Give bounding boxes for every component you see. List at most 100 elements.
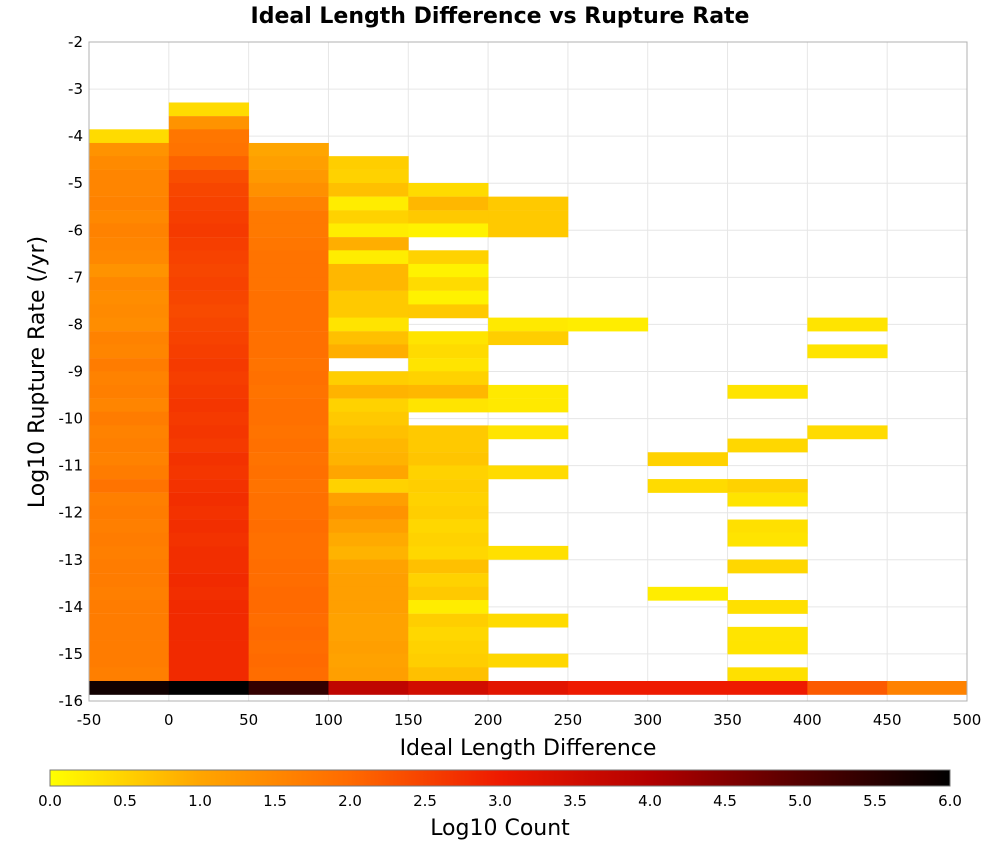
heatmap-cell	[488, 653, 569, 668]
heatmap-cell	[89, 237, 170, 251]
colorbar-tick-label: 0.0	[38, 792, 62, 810]
heatmap-cell	[488, 210, 569, 225]
heatmap-cell	[89, 344, 170, 359]
heatmap-cell	[328, 680, 409, 695]
y-tick-label: -16	[59, 692, 84, 710]
heatmap-cell	[408, 479, 489, 493]
heatmap-cell	[89, 129, 170, 144]
heatmap-cell	[408, 626, 489, 641]
heatmap-cell	[89, 182, 170, 197]
heatmap-cell	[168, 317, 250, 332]
heatmap-cell	[248, 384, 329, 399]
heatmap-cell	[248, 425, 329, 440]
heatmap-cell	[168, 479, 250, 493]
heatmap-cell	[248, 505, 329, 520]
chart-title: Ideal Length Difference vs Rupture Rate	[251, 4, 750, 29]
heatmap-cell	[727, 559, 808, 574]
colorbar-tick-label: 6.0	[938, 792, 962, 810]
heatmap-cell	[89, 277, 170, 291]
x-tick-label: 300	[633, 711, 662, 729]
heatmap-cell	[248, 411, 329, 426]
heatmap-cell	[248, 156, 329, 170]
heatmap-cell	[248, 626, 329, 641]
colorbar-tick-label: 3.0	[488, 792, 512, 810]
heatmap-cells	[89, 102, 968, 695]
heatmap-cell	[248, 169, 329, 184]
heatmap-cell	[168, 667, 250, 682]
heatmap-cell	[328, 586, 409, 601]
heatmap-cell	[328, 600, 409, 614]
heatmap-cell	[89, 384, 170, 399]
heatmap-cell	[488, 331, 569, 346]
colorbar-tick-label: 2.0	[338, 792, 362, 810]
heatmap-cell	[168, 532, 250, 547]
heatmap-cell	[408, 586, 489, 601]
heatmap-cell	[168, 237, 250, 251]
heatmap-cell	[248, 196, 329, 211]
heatmap-cell	[647, 452, 728, 467]
heatmap-cell	[488, 425, 569, 440]
heatmap-cell	[408, 573, 489, 588]
heatmap-cell	[89, 452, 170, 467]
heatmap-cell	[168, 519, 250, 534]
heatmap-cell	[807, 317, 888, 332]
heatmap-cell	[408, 600, 489, 614]
heatmap-cell	[168, 358, 250, 372]
y-axis-label: Log10 Rupture Rate (/yr)	[25, 236, 50, 508]
heatmap-cell	[807, 425, 888, 440]
heatmap-cell	[408, 425, 489, 440]
heatmap-cell	[328, 492, 409, 507]
heatmap-cell	[89, 169, 170, 184]
heatmap-cell	[408, 290, 489, 305]
heatmap-cell	[328, 156, 409, 170]
heatmap-cell	[89, 626, 170, 641]
x-axis-label: Ideal Length Difference	[400, 736, 657, 761]
heatmap-cell	[727, 532, 808, 547]
heatmap-cell	[328, 559, 409, 574]
heatmap-cell	[89, 559, 170, 574]
colorbar-tick-label: 4.0	[638, 792, 662, 810]
heatmap-cell	[328, 667, 409, 682]
heatmap-cell	[248, 573, 329, 588]
colorbar	[49, 769, 951, 787]
heatmap-cell	[168, 438, 250, 453]
heatmap-cell	[647, 479, 728, 493]
heatmap-cell	[248, 640, 329, 655]
colorbar-tick-label: 4.5	[713, 792, 737, 810]
heatmap-cell	[408, 371, 489, 386]
heatmap-cell	[168, 290, 250, 305]
y-tick-label: -15	[59, 645, 84, 663]
heatmap-cell	[248, 344, 329, 359]
heatmap-cell	[168, 411, 250, 426]
heatmap-cell	[328, 546, 409, 561]
heatmap-cell	[89, 653, 170, 668]
colorbar-tick-label: 2.5	[413, 792, 437, 810]
heatmap-cell	[89, 532, 170, 547]
heatmap-cell	[168, 250, 250, 265]
heatmap-cell	[248, 613, 329, 628]
x-tick-label: 50	[239, 711, 258, 729]
heatmap-cell	[408, 613, 489, 628]
heatmap-cell	[807, 680, 888, 695]
heatmap-cell	[328, 425, 409, 440]
heatmap-cell	[89, 331, 170, 346]
heatmap-cell	[408, 465, 489, 480]
heatmap-cell	[328, 277, 409, 291]
heatmap-cell	[727, 600, 808, 614]
heatmap-cell	[248, 331, 329, 346]
x-tick-label: 200	[474, 711, 503, 729]
heatmap-cell	[89, 667, 170, 682]
heatmap-cell	[89, 250, 170, 265]
heatmap-cell	[89, 210, 170, 225]
heatmap-cell	[248, 438, 329, 453]
heatmap-cell	[248, 398, 329, 413]
heatmap-cell	[248, 317, 329, 332]
heatmap-cell	[248, 371, 329, 386]
heatmap-cell	[408, 223, 489, 238]
y-tick-label: -6	[68, 221, 83, 239]
y-tick-label: -3	[68, 80, 83, 98]
heatmap-cell	[168, 129, 250, 144]
heatmap-cell	[408, 344, 489, 359]
heatmap-cell	[488, 545, 569, 560]
heatmap-cell	[248, 465, 329, 480]
